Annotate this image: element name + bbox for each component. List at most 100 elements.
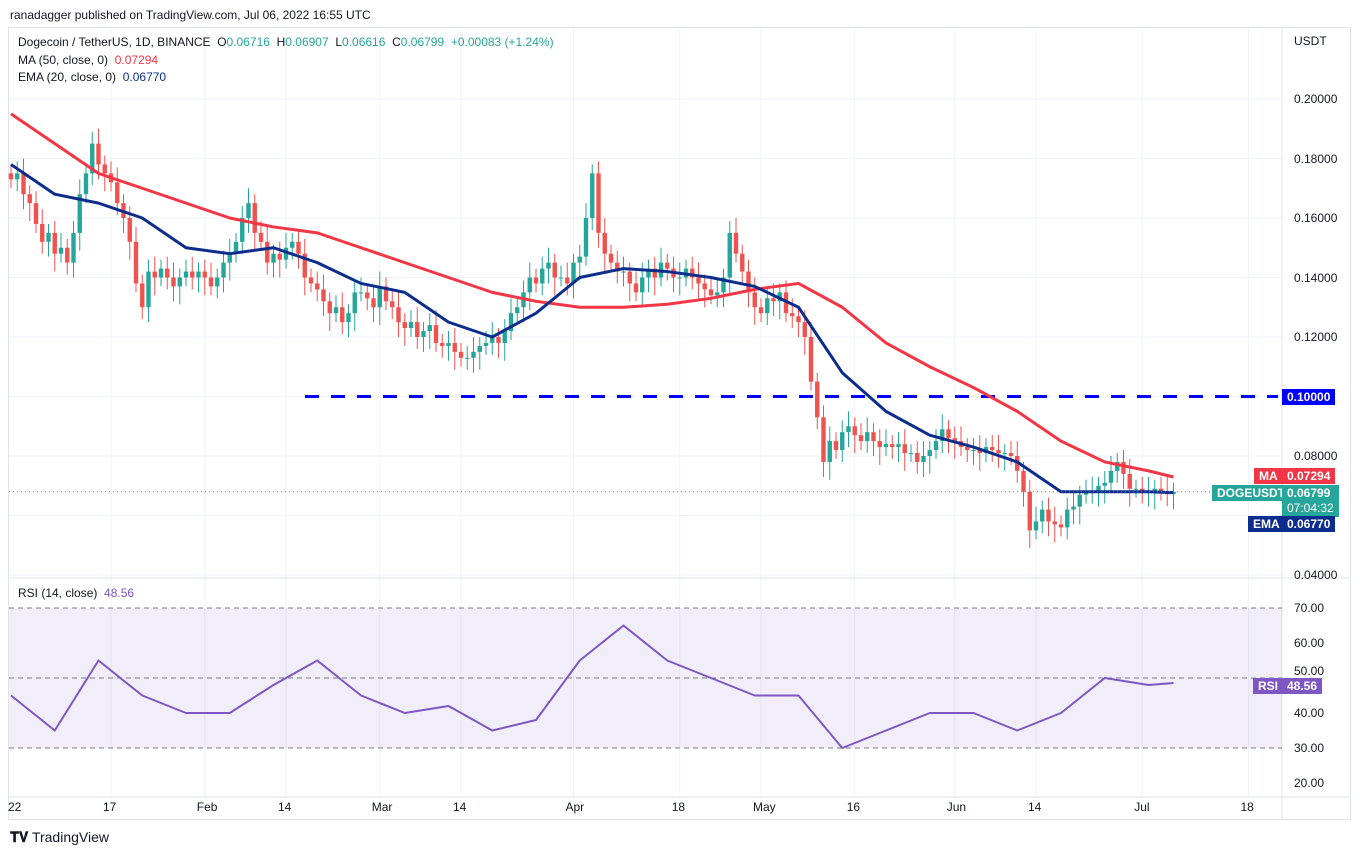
candle [502, 331, 507, 343]
candle [571, 262, 576, 284]
candle [140, 283, 145, 308]
rsi-tag: RSI [1253, 678, 1284, 694]
candle [152, 271, 157, 278]
candle [565, 277, 570, 284]
candle [1077, 494, 1082, 507]
candle [1046, 509, 1051, 522]
candle [858, 435, 864, 442]
time-label: Apr [565, 800, 585, 814]
candle [377, 286, 382, 308]
candle [452, 342, 457, 352]
low-label: L [335, 35, 343, 49]
candle [96, 143, 101, 165]
candle [1121, 461, 1126, 474]
rsi-band [9, 608, 1282, 748]
candle [302, 253, 307, 278]
candle [971, 450, 976, 452]
candle [946, 429, 951, 439]
candle [290, 241, 295, 248]
current-price-label: 0.06799 07:04:32 [1282, 485, 1339, 517]
ma-legend[interactable]: MA (50, close, 0) 0.07294 [18, 53, 158, 67]
candle [421, 331, 426, 337]
candle [771, 298, 776, 302]
time-label: Jun [946, 800, 967, 814]
candle [871, 432, 876, 442]
low-value: 0.06616 [342, 35, 386, 49]
candle [708, 289, 714, 296]
candle [308, 277, 314, 284]
candle [1071, 506, 1076, 510]
candle [296, 241, 301, 254]
change-value: +0.00083 (+1.24%) [450, 35, 554, 49]
candle [202, 271, 207, 278]
candle [221, 262, 226, 278]
ma-tag: MA [1254, 468, 1283, 484]
ma-legend-value: 0.07294 [114, 53, 159, 67]
time-label: 14 [278, 800, 292, 814]
candle [508, 313, 514, 332]
candle [965, 447, 970, 451]
candle [340, 307, 345, 323]
open-label: O [217, 35, 227, 49]
candle [283, 247, 289, 260]
candle [346, 313, 351, 323]
candle [1008, 453, 1014, 456]
candle [802, 322, 807, 337]
symbol-name: Dogecoin / TetherUS, 1D, BINANCE [18, 35, 211, 49]
candle [827, 441, 832, 462]
candle [115, 182, 120, 204]
rsi-tick: 50.00 [1294, 664, 1325, 678]
candle [333, 307, 339, 314]
time-label: 18 [671, 800, 686, 814]
candle [446, 342, 451, 346]
ma-price-label: 0.07294 [1282, 468, 1336, 484]
candle [515, 307, 520, 314]
price-tick: 0.04000 [1294, 568, 1338, 582]
candle [602, 232, 607, 254]
candle [190, 271, 195, 278]
candle [177, 277, 182, 287]
candle [402, 322, 407, 329]
candle [71, 232, 76, 263]
candle [808, 337, 814, 382]
candle [727, 232, 732, 278]
tradingview-brand: TradingView [31, 829, 109, 845]
candle [171, 277, 176, 287]
candle [583, 218, 589, 257]
candle [621, 271, 626, 273]
candle [1102, 482, 1107, 486]
candle [758, 307, 764, 314]
rsi-legend-label: RSI (14, close) [18, 586, 98, 600]
candle [733, 232, 739, 254]
candle [883, 444, 889, 448]
time-label: 16 [846, 800, 861, 814]
candle [165, 268, 170, 278]
currency-label: USDT [1294, 34, 1327, 48]
candle [558, 277, 564, 279]
chart-frame [8, 27, 1351, 820]
ema-legend-value: 0.06770 [122, 70, 167, 84]
candle [927, 450, 932, 456]
candle [352, 292, 357, 314]
published-info: ranadagger published on TradingView.com,… [10, 8, 371, 22]
candle [527, 277, 532, 293]
rsi-legend[interactable]: RSI (14, close) 48.56 [18, 586, 134, 600]
ema-legend[interactable]: EMA (20, close, 0) 0.06770 [18, 70, 166, 84]
candle [183, 271, 189, 278]
candle [840, 432, 845, 451]
candle [921, 456, 926, 462]
candle [27, 194, 32, 204]
candle [33, 203, 39, 224]
candle [1021, 470, 1026, 492]
price-tick: 0.16000 [1294, 211, 1338, 225]
tradingview-logo[interactable]: 𝐓𝐕 TradingView [10, 829, 109, 846]
candle [1033, 521, 1039, 531]
high-value: 0.06907 [285, 35, 329, 49]
candle [1133, 488, 1139, 490]
candle [415, 322, 420, 337]
candle [1152, 488, 1157, 492]
candle [846, 426, 851, 433]
symbol-tag: DOGEUSDT [1212, 485, 1291, 501]
